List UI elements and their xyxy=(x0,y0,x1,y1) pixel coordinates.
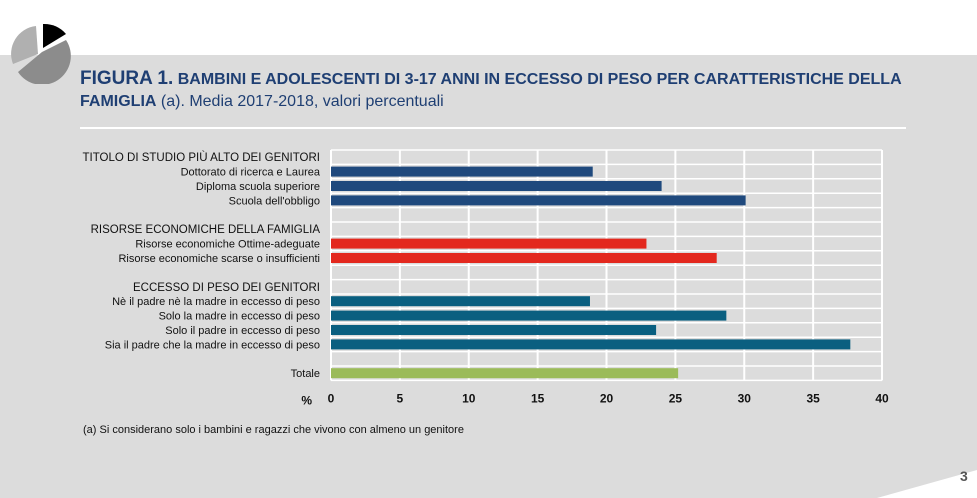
bar xyxy=(331,325,657,335)
title-rest: (a). Media 2017-2018, valori percentuali xyxy=(156,93,444,110)
x-axis-label: % xyxy=(301,393,312,407)
bar xyxy=(331,181,662,191)
footnote: (a) Si considerano solo i bambini e raga… xyxy=(83,424,464,436)
x-tick-label: 30 xyxy=(738,391,752,405)
category-label: Solo il padre in eccesso di peso xyxy=(165,325,320,337)
group-header-label: ECCESSO DI PESO DEI GENITORI xyxy=(133,282,320,294)
category-label: Risorse economiche scarse o insufficient… xyxy=(118,253,320,265)
x-tick-label: 35 xyxy=(806,391,820,405)
bar xyxy=(331,253,717,263)
x-tick-label: 15 xyxy=(531,391,545,405)
category-label: Totale xyxy=(291,368,320,380)
group-header-label: RISORSE ECONOMICHE DELLA FAMIGLIA xyxy=(91,224,321,236)
bar xyxy=(331,368,679,379)
bar xyxy=(331,166,593,177)
x-tick-label: 0 xyxy=(328,391,335,405)
bar xyxy=(331,195,746,206)
page-corner xyxy=(877,470,977,498)
category-label: Sia il padre che la madre in eccesso di … xyxy=(105,339,320,351)
x-tick-label: 40 xyxy=(875,391,889,405)
page-number: 3 xyxy=(960,468,968,484)
title-bold: BAMBINI E ADOLESCENTI DI 3-17 ANNI IN EC… xyxy=(80,71,902,110)
pie-logo-icon xyxy=(11,23,71,84)
title-divider xyxy=(80,127,906,129)
x-tick-label: 5 xyxy=(397,391,404,405)
category-label: Scuola dell'obbligo xyxy=(229,195,320,207)
x-tick-label: 10 xyxy=(462,391,476,405)
category-label: Dottorato di ricerca e Laurea xyxy=(181,167,321,179)
category-label: Risorse economiche Ottime-adeguate xyxy=(135,239,320,251)
bar xyxy=(331,310,727,321)
category-label: Solo la madre in eccesso di peso xyxy=(159,311,320,323)
figure-title: FIGURA 1. BAMBINI E ADOLESCENTI DI 3-17 … xyxy=(80,68,940,113)
bar-chart: 0 5 10 15 20 25 30 35 40% TITOLO DI STUDIO PIÙ AL… xyxy=(83,149,889,407)
bar xyxy=(331,296,590,307)
figure-label: FIGURA 1. xyxy=(80,68,174,89)
bar xyxy=(331,339,851,350)
bar xyxy=(331,238,647,249)
x-tick-label: 20 xyxy=(600,391,614,405)
category-label: Nè il padre nè la madre in eccesso di pe… xyxy=(112,296,320,308)
category-label: Diploma scuola superiore xyxy=(196,181,320,193)
x-tick-label: 25 xyxy=(669,391,683,405)
group-header-label: TITOLO DI STUDIO PIÙ ALTO DEI GENITORI xyxy=(83,151,321,164)
